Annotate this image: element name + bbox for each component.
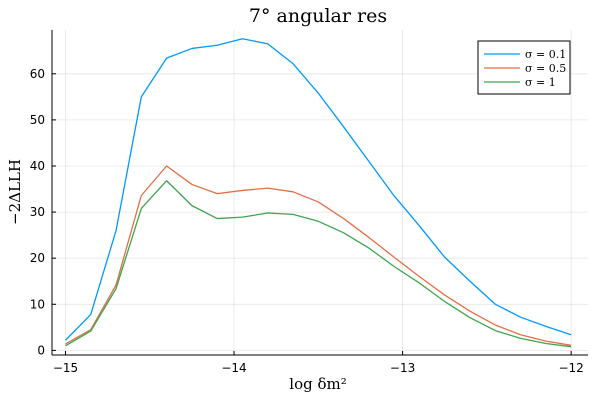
grid — [52, 30, 588, 355]
y-tick-label: 10 — [30, 297, 45, 311]
series-line-3 — [65, 180, 572, 348]
series — [65, 38, 572, 348]
chart-title: 7° angular res — [249, 5, 387, 27]
legend-label-3: σ = 1 — [525, 76, 556, 89]
series-line-1 — [65, 38, 572, 341]
y-tick-label: 50 — [30, 113, 45, 127]
y-tick-label: 0 — [37, 343, 45, 357]
y-tick-label: 60 — [30, 67, 45, 81]
legend-label-1: σ = 0.1 — [525, 48, 566, 61]
y-tick-label: 40 — [30, 159, 45, 173]
x-tick-label: −12 — [558, 361, 583, 375]
x-tick-label: −14 — [221, 361, 246, 375]
y-tick-label: 30 — [30, 205, 45, 219]
ticks: −15 −14 −13 −12 0 10 20 30 40 50 60 — [30, 67, 584, 375]
legend: σ = 0.1σ = 0.5σ = 1 — [477, 40, 571, 95]
y-tick-label: 20 — [30, 251, 45, 265]
x-tick-label: −15 — [53, 361, 78, 375]
series-line-2 — [65, 165, 572, 346]
x-axis-label: log δm² — [289, 375, 346, 393]
y-axis-label: −2ΔLLH — [6, 159, 24, 225]
legend-label-2: σ = 0.5 — [525, 62, 566, 75]
axes — [51, 30, 588, 356]
x-tick-label: −13 — [390, 361, 415, 375]
